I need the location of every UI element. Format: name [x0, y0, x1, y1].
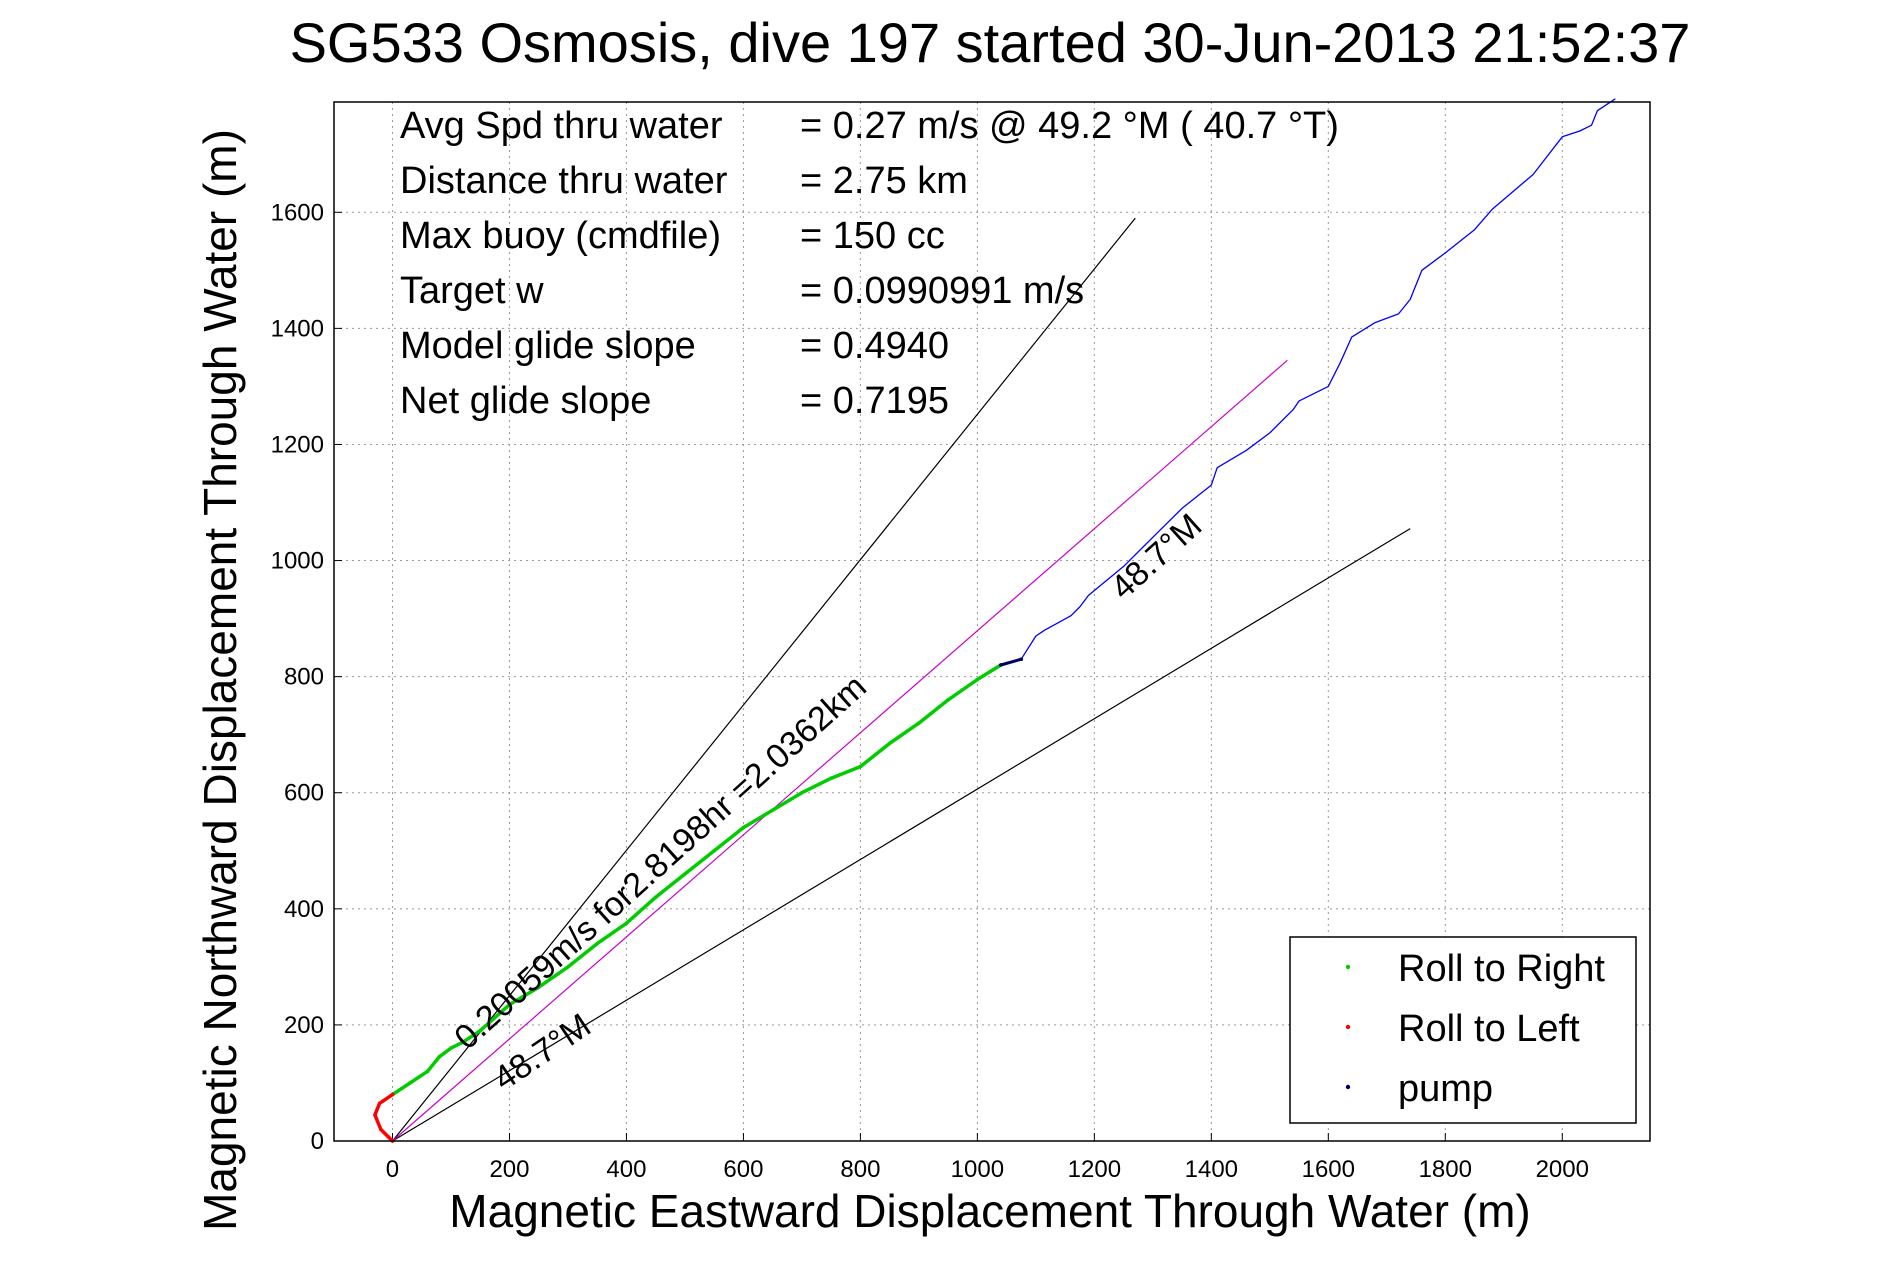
- legend-marker: [1345, 1084, 1351, 1090]
- series-point: [998, 663, 1003, 667]
- info-value: = 2.75 km: [800, 160, 968, 202]
- legend: Roll to Right Roll to Left pump: [1289, 936, 1637, 1124]
- x-tick-label: 0: [386, 1156, 399, 1183]
- series-point: [829, 776, 833, 781]
- series-point: [378, 1127, 383, 1132]
- y-tick-label: 200: [284, 1012, 324, 1039]
- x-tick-label: 1000: [951, 1156, 1004, 1183]
- legend-label: Roll to Left: [1398, 1008, 1580, 1050]
- series-point: [425, 1069, 430, 1074]
- series-point: [770, 808, 775, 812]
- tick-labels: 0 200 400 600 800 1000 1200 1400 1600 1800 2000 0 20…: [271, 199, 1589, 1183]
- series-point: [408, 1081, 412, 1085]
- series-point: [683, 872, 687, 876]
- info-block: Avg Spd thru water = 0.27 m/s @ 49.2 °M (…: [400, 105, 1339, 422]
- plot-border: [333, 101, 1651, 1142]
- x-tick-label: 400: [606, 1156, 646, 1183]
- reference-line: [392, 359, 1288, 1142]
- series-layer: [373, 98, 1616, 1143]
- series-point: [595, 941, 599, 946]
- series-point: [507, 1002, 512, 1007]
- series-line: [999, 657, 1023, 667]
- y-tick-label: 600: [284, 780, 324, 807]
- series-point: [449, 1046, 453, 1050]
- series-point: [566, 965, 570, 969]
- y-tick-label: 400: [284, 896, 324, 923]
- info-label: Distance thru water: [400, 160, 728, 202]
- series-point: [460, 1040, 465, 1045]
- info-label: Max buoy (cmdfile): [400, 215, 721, 257]
- series-point: [1019, 657, 1024, 662]
- info-value: = 0.4940: [800, 325, 949, 367]
- y-tick-label: 0: [311, 1128, 324, 1155]
- chart-title: SG533 Osmosis, dive 197 started 30-Jun-2…: [290, 11, 1691, 74]
- series-point: [478, 1028, 483, 1033]
- series-point: [917, 721, 921, 725]
- y-tick-label: 1000: [271, 548, 324, 575]
- y-tick-label: 800: [284, 664, 324, 691]
- series-point: [741, 825, 746, 830]
- series-point: [536, 985, 541, 989]
- reference-line: [392, 528, 1411, 1142]
- y-axis-label: Magnetic Northward Displacement Through …: [194, 129, 246, 1231]
- x-tick-label: 600: [723, 1156, 763, 1183]
- series-point: [858, 764, 863, 769]
- reference-lines: [392, 217, 1411, 1142]
- legend-marker: [1345, 964, 1351, 970]
- y-tick-label: 1200: [271, 431, 324, 458]
- series-point: [653, 895, 658, 900]
- info-label: Target w: [400, 270, 544, 312]
- series-point: [887, 741, 892, 746]
- x-tick-label: 200: [489, 1156, 529, 1183]
- info-label: Net glide slope: [400, 380, 651, 422]
- series-point: [390, 1092, 395, 1097]
- x-tick-label: 1400: [1185, 1156, 1238, 1183]
- info-label: Model glide slope: [400, 325, 696, 367]
- series-point: [377, 1101, 382, 1106]
- legend-box: [1289, 936, 1637, 1124]
- x-tick-label: 800: [840, 1156, 880, 1183]
- series-point: [946, 698, 950, 702]
- series-point: [437, 1055, 442, 1059]
- series-point: [712, 848, 716, 853]
- y-tick-label: 1400: [271, 315, 324, 342]
- series-point: [624, 921, 629, 926]
- series-point: [975, 677, 980, 682]
- legend-marker: [1345, 1024, 1351, 1030]
- legend-entries: Roll to Right Roll to Left pump: [1345, 948, 1605, 1110]
- x-tick-label: 1600: [1302, 1156, 1355, 1183]
- legend-label: pump: [1398, 1068, 1493, 1110]
- series-point: [373, 1113, 377, 1117]
- reference-line: [392, 217, 1136, 1142]
- info-label: Avg Spd thru water: [400, 105, 723, 147]
- info-value: = 150 cc: [800, 215, 945, 257]
- info-value: = 0.27 m/s @ 49.2 °M ( 40.7 °T): [800, 105, 1339, 147]
- x-tick-label: 2000: [1536, 1156, 1589, 1183]
- legend-label: Roll to Right: [1398, 948, 1605, 990]
- x-axis-label: Magnetic Eastward Displacement Through W…: [449, 1185, 1530, 1237]
- info-value: = 0.7195: [800, 380, 949, 422]
- x-tick-label: 1800: [1419, 1156, 1472, 1183]
- series-point: [800, 790, 804, 795]
- info-value: = 0.0990991 m/s: [800, 270, 1084, 312]
- y-tick-label: 1600: [271, 199, 324, 226]
- x-tick-label: 1200: [1068, 1156, 1121, 1183]
